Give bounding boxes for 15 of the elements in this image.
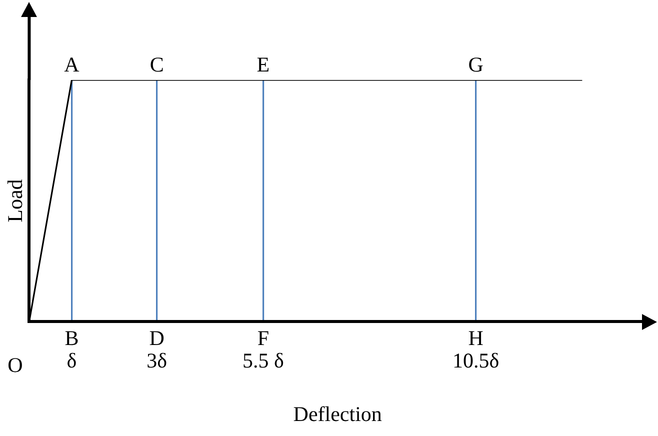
annotation: G [468,52,484,77]
text: B [64,326,79,350]
text: D [149,326,164,350]
annotation: O [8,353,23,378]
x-tick-label: 10.5δ [452,348,500,373]
x-tick-label: δ [66,348,77,373]
x-tick-label: 5.5 δ [242,348,284,373]
x-tick-label: 3δ [146,348,168,373]
annotation: E [256,52,270,77]
y-axis-title: Load [3,178,28,222]
annotation: A [64,52,80,77]
text: F [257,326,269,350]
text: H [468,326,484,350]
x-axis-title: Deflection [293,402,382,426]
annotation: C [150,52,164,77]
